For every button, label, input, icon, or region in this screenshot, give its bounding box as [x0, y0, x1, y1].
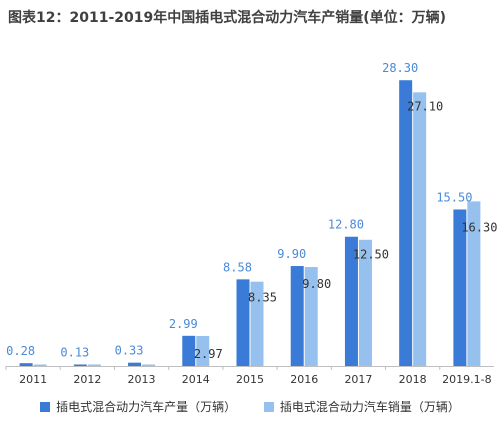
- data-label-sales: 8.35: [248, 290, 277, 304]
- x-tick-label: 2013: [128, 373, 156, 386]
- x-tick-label: 2011: [19, 373, 47, 386]
- data-label-sales: 2.97: [194, 347, 223, 361]
- x-tick-label: 2016: [290, 373, 318, 386]
- data-label-sales: 9.80: [302, 277, 331, 291]
- data-label-production: 2.99: [169, 317, 198, 331]
- data-label-sales: 12.50: [353, 248, 389, 262]
- data-label-production: 0.33: [115, 344, 144, 358]
- legend-label-production: 插电式混合动力汽车产量（万辆）: [56, 400, 237, 414]
- bar-sales: [196, 336, 210, 366]
- x-tick-label: 2017: [344, 373, 372, 386]
- data-label-sales: 27.10: [407, 99, 443, 113]
- bar-production: [344, 236, 358, 366]
- bar-sales: [358, 239, 372, 366]
- legend-swatch-production: [40, 401, 51, 412]
- bar-production: [73, 364, 87, 366]
- x-tick-label: 2014: [182, 373, 210, 386]
- data-label-production: 0.28: [6, 344, 35, 358]
- chart-title: 图表12：2011-2019年中国插电式混合动力汽车产销量(单位：万辆): [8, 10, 447, 26]
- bar-sales: [467, 201, 481, 366]
- data-label-production: 15.50: [436, 190, 472, 204]
- data-label-production: 12.80: [328, 218, 364, 232]
- bar-production: [128, 362, 142, 366]
- bar-production: [19, 363, 33, 366]
- x-tick-label: 2019.1-8: [442, 373, 491, 386]
- data-label-production: 28.30: [382, 61, 418, 75]
- data-label-production: 9.90: [277, 247, 306, 261]
- legend-item-production: 插电式混合动力汽车产量（万辆）: [40, 398, 236, 415]
- data-label-production: 0.13: [60, 346, 89, 360]
- bar-production: [290, 266, 304, 366]
- bar-sales: [413, 92, 427, 366]
- bar-sales: [87, 364, 101, 366]
- bar-production: [236, 279, 250, 366]
- bar-sales: [304, 267, 318, 366]
- bar-production: [399, 80, 413, 367]
- data-label-production: 8.58: [223, 260, 252, 274]
- legend: 插电式混合动力汽车产量（万辆） 插电式混合动力汽车销量（万辆）: [0, 398, 500, 415]
- bar-sales: [33, 364, 47, 366]
- bar-production: [453, 209, 467, 366]
- bar-production: [182, 335, 196, 366]
- x-tick-label: 2018: [399, 373, 427, 386]
- legend-label-sales: 插电式混合动力汽车销量（万辆）: [279, 400, 460, 414]
- bar-sales: [250, 281, 264, 366]
- legend-item-sales: 插电式混合动力汽车销量（万辆）: [263, 398, 460, 415]
- legend-swatch-sales: [263, 401, 274, 412]
- data-label-sales: 16.30: [461, 220, 497, 234]
- x-tick-label: 2012: [73, 373, 101, 386]
- x-tick-label: 2015: [236, 373, 264, 386]
- bar-sales: [142, 364, 156, 366]
